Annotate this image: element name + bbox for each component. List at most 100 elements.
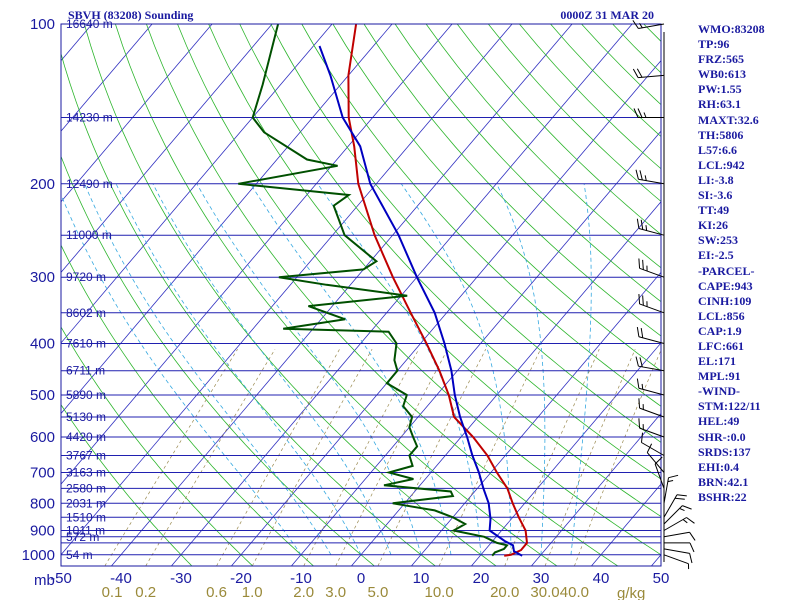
temperature-tick-label: -30 [170, 570, 192, 587]
index-item: RH:63.1 [698, 97, 741, 112]
pressure-tick-label: 900 [30, 523, 55, 540]
wind-barb [638, 294, 665, 314]
mixing-ratio-label: 2.0 [293, 584, 314, 600]
index-item: KI:26 [698, 218, 728, 233]
index-item: CINH:109 [698, 293, 752, 308]
height-label: 572 m [66, 530, 99, 544]
index-item: FRZ:565 [698, 52, 744, 67]
wind-barb [663, 474, 679, 504]
index-item: LI:-3.8 [698, 172, 734, 187]
mixing-ratio-line [574, 349, 661, 566]
mixing-ratio-label: 40.0 [560, 584, 589, 600]
index-item: SHR-:0.0 [698, 429, 746, 444]
indices-panel: WMO:83208 TP:96 FRZ:565 WB0:613 PW:1.55 RH:63… [698, 22, 765, 505]
dry-adiabat-line [61, 326, 254, 566]
parcel-profile [318, 45, 523, 557]
temperature-tick-label: 50 [653, 570, 670, 587]
wind-barb [663, 554, 690, 570]
temperature-tick-label: 40 [593, 570, 610, 587]
temperature-tick-label: -40 [110, 570, 132, 587]
moist-adiabat-line [115, 183, 362, 555]
mixing-ratio-line [251, 349, 373, 566]
height-label: 2580 m [66, 481, 106, 495]
pressure-tick-label: 1000 [22, 547, 55, 564]
height-label: 1011 m [66, 524, 105, 538]
index-item: TP:96 [698, 37, 730, 52]
height-label: 5890 m [66, 388, 106, 402]
height-label: 8602 m [66, 306, 106, 320]
mixing-ratio-line [377, 349, 487, 566]
index-item: LFC:661 [698, 338, 744, 353]
height-label: 6711 m [66, 364, 105, 378]
wind-barb [646, 443, 665, 473]
index-item: CAPE:943 [698, 278, 753, 293]
wind-barb [632, 68, 665, 79]
index-item: -PARCEL- [698, 263, 755, 278]
pressure-tick-label: 500 [30, 387, 55, 404]
height-label: 11000 m [66, 228, 112, 242]
wind-barb [636, 326, 665, 344]
dry-adiabat-line [239, 24, 661, 480]
mixing-ratio-line [145, 349, 276, 566]
mixing-ratio-label: 1.0 [242, 584, 263, 600]
wind-barb [663, 505, 692, 525]
isotherm-line [0, 24, 32, 566]
index-item: LCL:856 [698, 308, 745, 323]
sounding-datetime: 0000Z 31 MAR 20 [560, 8, 654, 22]
dry-adiabat-line [301, 24, 661, 407]
plot-frame [60, 23, 662, 567]
moist-adiabat-line [570, 183, 592, 555]
index-item: EHI:0.4 [698, 459, 740, 474]
height-label: 5130 m [66, 410, 106, 424]
index-item: SW:253 [698, 233, 739, 248]
isotherm-line [61, 24, 273, 273]
height-label: 2031 m [66, 496, 106, 510]
height-label: 14230 m [66, 111, 113, 125]
isotherm-line [411, 271, 661, 566]
height-label: 54 m [66, 548, 93, 562]
temperature-tick-label: -10 [290, 570, 312, 587]
isotherm-line [351, 201, 661, 566]
dewpoint-profile [238, 24, 509, 557]
wind-barb [633, 108, 664, 118]
index-item: WMO:83208 [698, 22, 765, 36]
isotherm-line [531, 412, 661, 566]
dry-adiabat-line [115, 24, 558, 566]
wind-barb [632, 20, 665, 30]
mixing-unit-label: g/kg [617, 585, 645, 600]
mixing-ratio-line [544, 349, 636, 566]
index-item: MPL:91 [698, 369, 741, 384]
wind-barb [638, 418, 665, 438]
pressure-tick-label: 200 [30, 176, 55, 193]
index-item: -WIND- [698, 384, 740, 399]
index-item: SI:-3.6 [698, 188, 733, 203]
moist-adiabat-line [84, 183, 332, 556]
mixing-ratio-label: 0.6 [206, 584, 227, 600]
wind-barb [638, 398, 665, 418]
index-item: PW:1.55 [698, 82, 742, 97]
dry-adiabat-line [61, 244, 314, 566]
mixing-ratio-line [216, 349, 340, 566]
height-label: 12490 m [66, 177, 113, 191]
mixing-ratio-line [438, 349, 541, 566]
index-item: L57:6.6 [698, 142, 737, 157]
isotherm-line [61, 24, 393, 415]
index-item: CAP:1.9 [698, 323, 742, 338]
mixing-ratio-label: 3.0 [325, 584, 346, 600]
mixing-ratio-line [504, 349, 600, 566]
moist-adiabat-line [196, 183, 422, 555]
isotherm-line [61, 24, 453, 485]
wind-barb [663, 517, 695, 531]
temperature-tick-label: -20 [230, 570, 252, 587]
index-item: HEL:49 [698, 414, 740, 429]
isotherm-line [471, 342, 661, 566]
wind-barb [663, 531, 696, 541]
index-item: EI:-2.5 [698, 248, 734, 263]
index-item: STM:122/11 [698, 399, 761, 414]
index-item: BRN:42.1 [698, 474, 749, 489]
height-label: 9720 m [66, 270, 106, 284]
isotherm-line [61, 24, 333, 344]
temperature-tick-label: -50 [50, 570, 72, 587]
pressure-tick-label: 600 [30, 429, 55, 446]
